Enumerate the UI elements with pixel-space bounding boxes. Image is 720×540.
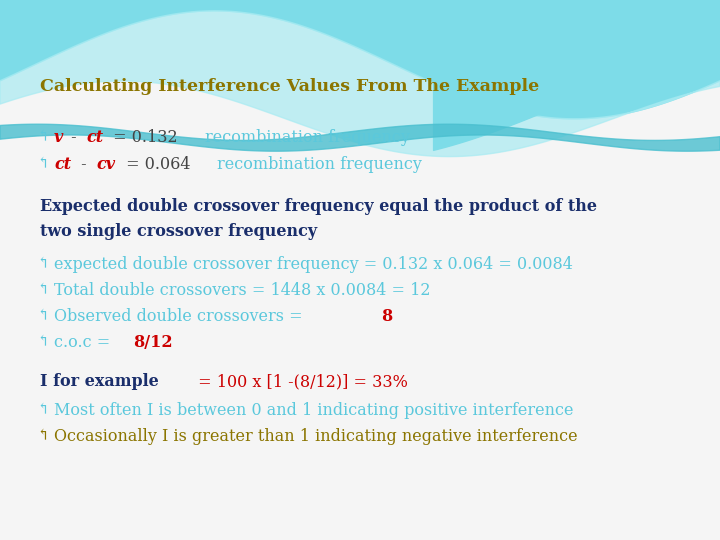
Text: Total double crossovers = 1448 x 0.0084 = 12: Total double crossovers = 1448 x 0.0084 … [54,282,431,299]
Text: ↰: ↰ [36,158,49,172]
Text: ↰: ↰ [36,284,49,298]
Text: ↰: ↰ [36,335,49,349]
Text: -: - [66,129,81,146]
Text: ↰: ↰ [36,258,49,272]
Text: ↰: ↰ [36,403,49,417]
Text: Calculating Interference Values From The Example: Calculating Interference Values From The… [40,78,539,95]
Text: ct: ct [86,129,104,146]
Text: expected double crossover frequency = 0.132 x 0.064 = 0.0084: expected double crossover frequency = 0.… [54,256,573,273]
Text: c.o.c =: c.o.c = [54,334,115,351]
Text: ct: ct [54,156,71,173]
Text: = 0.064: = 0.064 [121,156,196,173]
Text: Expected double crossover frequency equal the product of the: Expected double crossover frequency equa… [40,198,597,215]
Text: Most often I is between 0 and 1 indicating positive interference: Most often I is between 0 and 1 indicati… [54,402,574,419]
Text: 8: 8 [382,308,392,325]
Text: I for example: I for example [40,373,158,390]
Text: ↰: ↰ [36,429,49,443]
Text: v: v [54,129,63,146]
Text: -: - [76,156,92,173]
Text: recombination frequency: recombination frequency [217,156,422,173]
Text: cv: cv [96,156,115,173]
Text: two single crossover frequency: two single crossover frequency [40,222,317,240]
Text: Observed double crossovers =: Observed double crossovers = [54,308,307,325]
Text: = 0.132: = 0.132 [108,129,183,146]
Text: = 100 x [1 -(8/12)] = 33%: = 100 x [1 -(8/12)] = 33% [193,373,408,390]
Text: ↰: ↰ [36,131,49,145]
Text: recombination frequency: recombination frequency [204,129,410,146]
Text: ↰: ↰ [36,309,49,323]
Text: Occasionally I is greater than 1 indicating negative interference: Occasionally I is greater than 1 indicat… [54,428,577,445]
Text: 8/12: 8/12 [133,334,173,351]
